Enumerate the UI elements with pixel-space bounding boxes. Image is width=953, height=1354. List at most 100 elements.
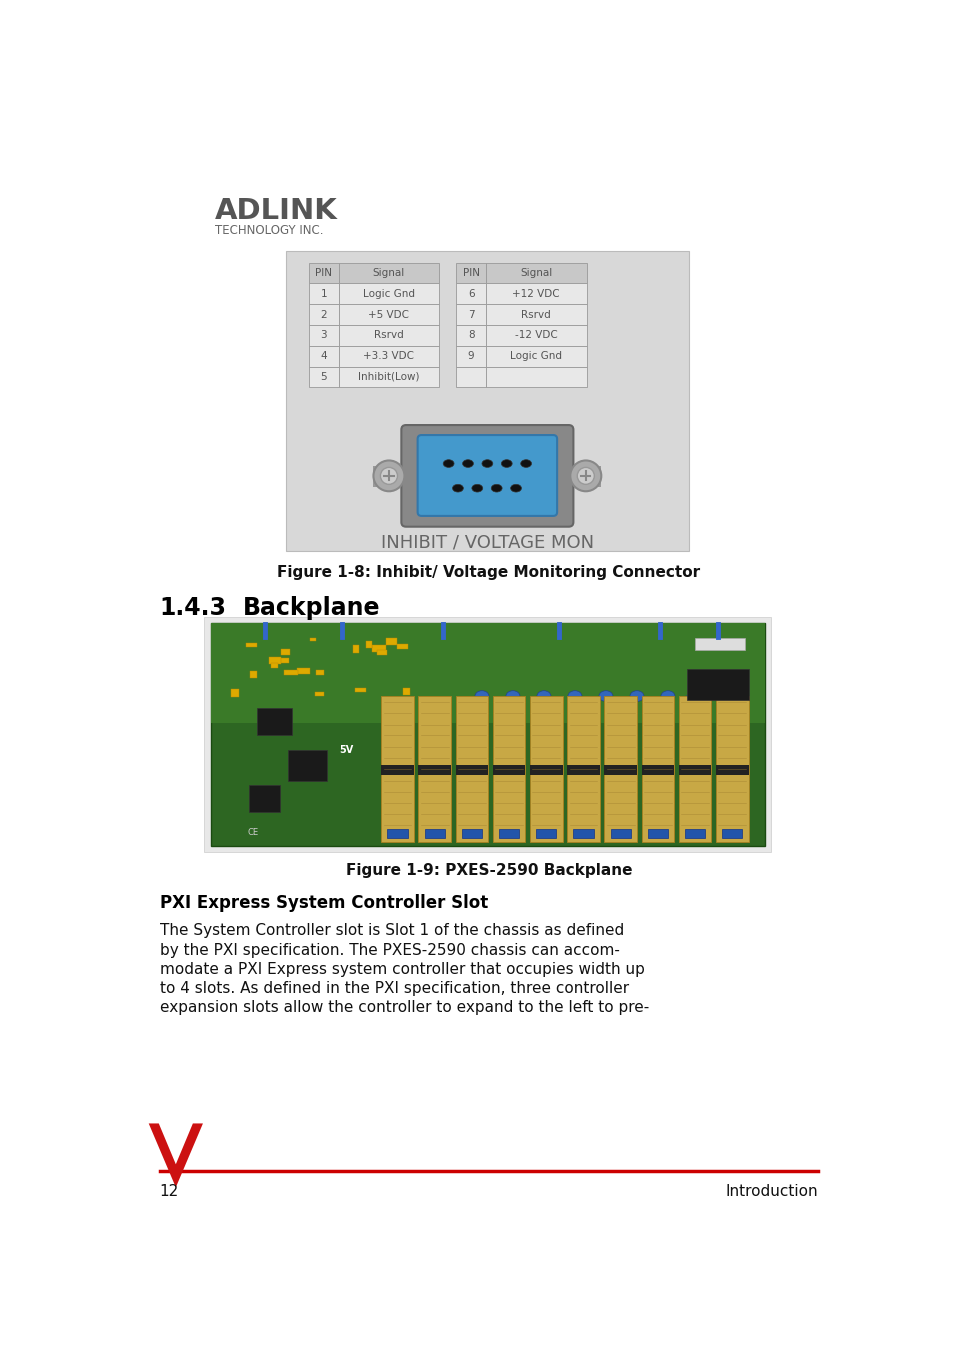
Text: 5V: 5V	[339, 745, 353, 756]
Bar	[281, 649, 290, 654]
Text: CE: CE	[248, 827, 258, 837]
Bar	[286, 250, 688, 551]
Text: Signal: Signal	[373, 268, 405, 278]
Text: -12 VDC: -12 VDC	[515, 330, 557, 340]
Bar	[536, 829, 556, 838]
Bar	[314, 692, 323, 696]
Bar	[721, 829, 741, 838]
Bar	[315, 670, 323, 676]
Bar	[610, 829, 630, 838]
Bar	[338, 283, 439, 305]
Bar	[716, 765, 748, 776]
Bar	[309, 345, 338, 367]
Bar	[385, 638, 397, 646]
Text: 9: 9	[416, 513, 427, 531]
Bar	[338, 345, 439, 367]
Text: ADLINK: ADLINK	[214, 196, 337, 225]
FancyBboxPatch shape	[401, 425, 573, 527]
Circle shape	[577, 467, 594, 485]
Text: by the PXI specification. The PXES-2590 chassis can accom-: by the PXI specification. The PXES-2590 …	[159, 942, 618, 957]
Bar	[309, 283, 338, 305]
Bar	[716, 696, 748, 842]
Bar	[498, 829, 518, 838]
Bar	[641, 765, 674, 776]
Text: 6: 6	[547, 513, 558, 531]
Text: expansion slots allow the controller to expand to the left to pre-: expansion slots allow the controller to …	[159, 1001, 648, 1016]
Bar	[695, 638, 744, 650]
Ellipse shape	[475, 691, 488, 701]
Bar	[310, 638, 315, 642]
Bar	[338, 305, 439, 325]
Bar	[376, 650, 387, 655]
Bar	[641, 696, 674, 842]
Bar	[456, 696, 488, 842]
Text: Introduction: Introduction	[725, 1183, 818, 1198]
Bar	[211, 623, 764, 846]
Bar	[271, 663, 278, 668]
Ellipse shape	[462, 460, 473, 467]
Ellipse shape	[537, 691, 550, 701]
Bar	[418, 696, 451, 842]
Bar	[246, 643, 257, 647]
Bar	[567, 696, 599, 842]
Bar	[402, 688, 410, 695]
Bar	[418, 765, 451, 776]
Text: PIN: PIN	[462, 268, 479, 278]
Ellipse shape	[520, 460, 531, 467]
Bar	[456, 263, 485, 283]
Bar	[249, 784, 280, 811]
Ellipse shape	[500, 460, 512, 467]
Bar	[288, 750, 327, 781]
Bar	[456, 325, 485, 345]
Ellipse shape	[598, 691, 612, 701]
Circle shape	[570, 460, 600, 492]
Bar	[567, 765, 599, 776]
Circle shape	[373, 460, 404, 492]
Text: 7: 7	[467, 310, 474, 320]
Bar	[456, 345, 485, 367]
Text: Logic Gnd: Logic Gnd	[362, 288, 415, 299]
Text: +3.3 VDC: +3.3 VDC	[363, 351, 414, 362]
FancyBboxPatch shape	[417, 435, 557, 516]
Bar	[372, 645, 385, 653]
Ellipse shape	[443, 460, 454, 467]
Text: +5 VDC: +5 VDC	[368, 310, 409, 320]
Text: Figure 1-9: PXES-2590 Backplane: Figure 1-9: PXES-2590 Backplane	[345, 864, 632, 879]
Ellipse shape	[660, 691, 674, 701]
Bar	[456, 283, 485, 305]
Text: +12 VDC: +12 VDC	[512, 288, 559, 299]
Bar	[456, 305, 485, 325]
Bar	[530, 696, 562, 842]
Bar	[684, 829, 704, 838]
Bar	[338, 325, 439, 345]
Bar	[231, 689, 239, 697]
Text: 9: 9	[467, 351, 474, 362]
Bar	[309, 367, 338, 387]
Bar	[485, 263, 586, 283]
Text: 3: 3	[320, 330, 327, 340]
Bar	[250, 672, 257, 678]
Bar	[309, 325, 338, 345]
Bar	[485, 345, 586, 367]
Bar	[604, 765, 637, 776]
Bar	[456, 367, 485, 387]
Ellipse shape	[491, 485, 501, 492]
Ellipse shape	[481, 460, 493, 467]
Bar	[530, 765, 562, 776]
Bar	[204, 617, 770, 853]
Text: The System Controller slot is Slot 1 of the chassis as defined: The System Controller slot is Slot 1 of …	[159, 923, 623, 938]
Bar	[485, 283, 586, 305]
Bar	[493, 696, 525, 842]
Circle shape	[380, 467, 397, 485]
Text: 6: 6	[467, 288, 474, 299]
Bar	[338, 367, 439, 387]
Text: 5: 5	[416, 425, 427, 443]
Bar	[424, 829, 444, 838]
Ellipse shape	[683, 695, 698, 705]
Text: INHIBIT / VOLTAGE MON: INHIBIT / VOLTAGE MON	[380, 533, 594, 551]
Text: modate a PXI Express system controller that occupies width up: modate a PXI Express system controller t…	[159, 961, 643, 978]
Bar	[573, 829, 593, 838]
Bar	[456, 765, 488, 776]
Ellipse shape	[567, 691, 581, 701]
Text: Inhibit(Low): Inhibit(Low)	[357, 372, 419, 382]
